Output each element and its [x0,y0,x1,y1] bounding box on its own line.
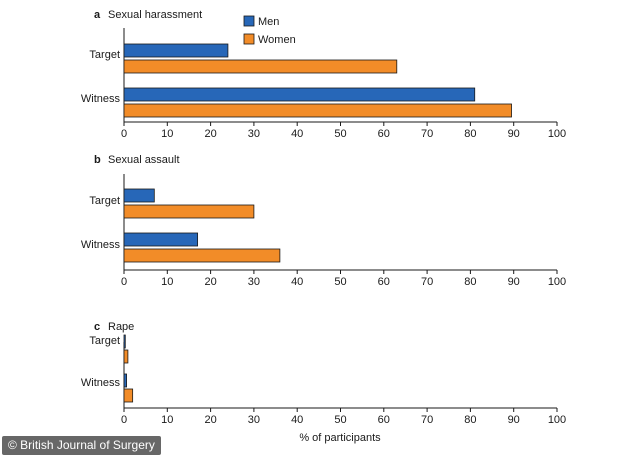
image-credit: © British Journal of Surgery [2,436,161,455]
panel-letter: b [94,154,101,166]
category-label-target: Target [89,49,120,61]
category-label-witness: Witness [81,239,121,251]
x-tick-label: 20 [204,414,216,426]
x-tick-label: 100 [548,414,566,426]
bar-women-witness [123,388,134,403]
x-tick-label: 60 [378,128,390,140]
panel-letter: a [94,9,101,21]
category-label-target: Target [89,335,120,347]
x-tick-label: 10 [161,128,173,140]
x-axis-label: % of participants [299,432,381,444]
x-tick-label: 50 [334,276,346,288]
legend-label-men: Men [258,16,279,28]
bar-men-target [123,334,126,349]
panel-title: Rape [108,321,134,333]
bar-women-witness [123,103,512,118]
bar-women-target [123,204,255,219]
x-tick-label: 60 [378,414,390,426]
panel-c: c Rape 0 10 20 30 40 50 60 70 80 90 100 Target Witness [81,321,566,426]
x-tick-label: 0 [121,128,127,140]
panel-a: a Sexual harassment 0 10 20 30 40 50 60 70 80 90 100… [81,9,566,140]
x-tick-label: 70 [421,276,433,288]
bar-women-target [123,349,129,364]
x-tick-label: 40 [291,276,303,288]
x-tick-label: 10 [161,276,173,288]
x-tick-label: 40 [291,128,303,140]
panel-title: Sexual harassment [108,9,202,21]
x-tick-label: 50 [334,128,346,140]
x-tick-label: 50 [334,414,346,426]
x-tick-label: 60 [378,276,390,288]
x-tick-label: 80 [464,128,476,140]
bar-men-target [123,188,155,203]
panel-letter: c [94,321,100,333]
x-tick-label: 90 [508,128,520,140]
x-tick-label: 20 [204,276,216,288]
bar-women-witness [123,248,281,263]
bar-men-target [123,43,229,58]
panel-b: b Sexual assault 0 10 20 30 40 50 60 70 80 90 100 Tar… [81,154,566,288]
x-tick-label: 90 [508,276,520,288]
category-label-target: Target [89,195,120,207]
x-tick-label: 90 [508,414,520,426]
panel-title: Sexual assault [108,154,180,166]
x-tick-label: 30 [248,128,260,140]
x-tick-label: 20 [204,128,216,140]
bar-men-witness [123,87,476,102]
x-tick-label: 80 [464,276,476,288]
legend-swatch-women [243,33,255,45]
category-label-witness: Witness [81,93,121,105]
legend-swatch-men [243,15,255,27]
x-tick-label: 100 [548,128,566,140]
legend: Men Women [243,15,296,46]
x-tick-label: 80 [464,414,476,426]
x-tick-label: 30 [248,276,260,288]
x-tick-label: 0 [121,276,127,288]
x-tick-label: 100 [548,276,566,288]
legend-label-women: Women [258,34,296,46]
bar-women-target [123,59,398,74]
bar-men-witness [123,373,127,388]
x-tick-label: 70 [421,414,433,426]
x-tick-label: 0 [121,414,127,426]
category-label-witness: Witness [81,377,121,389]
bar-men-witness [123,232,199,247]
x-tick-label: 40 [291,414,303,426]
x-tick-label: 30 [248,414,260,426]
x-tick-label: 70 [421,128,433,140]
x-tick-label: 10 [161,414,173,426]
